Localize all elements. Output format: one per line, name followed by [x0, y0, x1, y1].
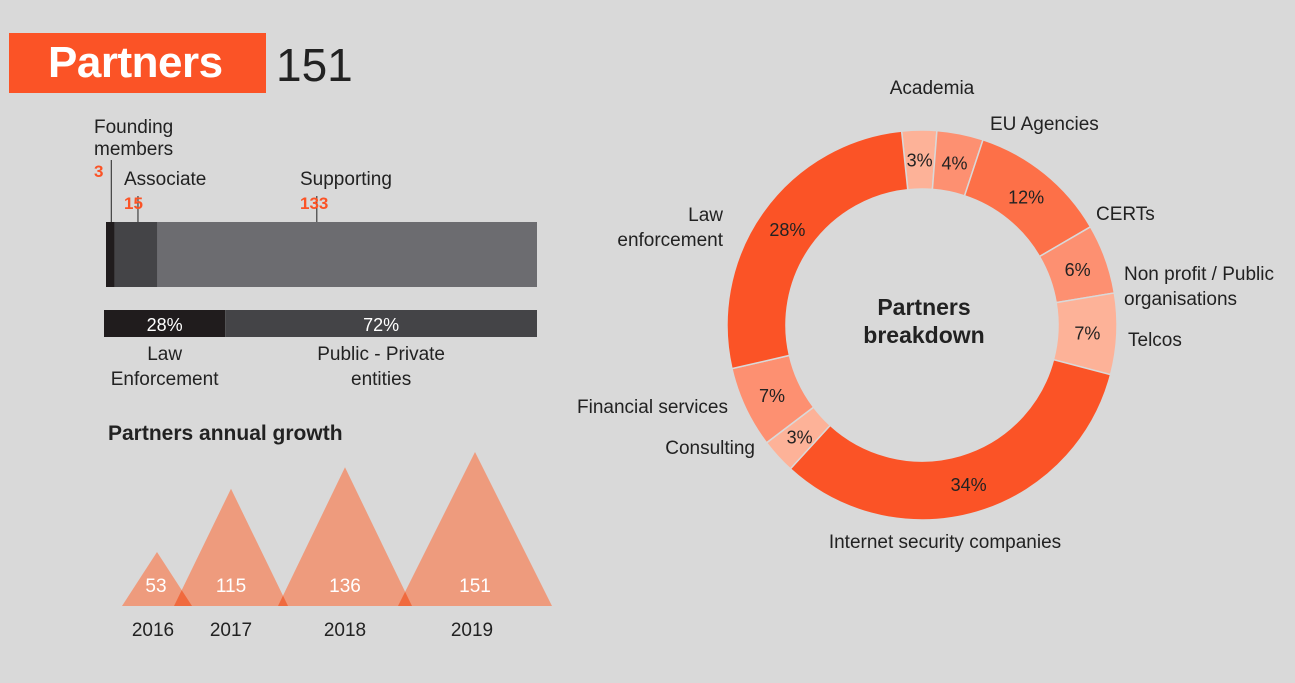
growth-triangle-2019	[398, 452, 552, 606]
growth-year-label: 2017	[210, 620, 252, 641]
donut-category-label: Telcos	[1128, 330, 1182, 351]
donut-value-label: 3%	[787, 427, 813, 447]
donut-value-label: 28%	[769, 220, 805, 240]
page-title: Partners	[48, 38, 223, 87]
title-banner	[9, 33, 266, 93]
donut-category-label: Financial services	[577, 397, 728, 418]
membership-value: 133	[300, 194, 328, 213]
donut-category-label: EU Agencies	[990, 114, 1099, 135]
donut-value-label: 7%	[759, 386, 785, 406]
donut-slice-6	[789, 358, 1112, 521]
growth-chart-title: Partners annual growth	[108, 422, 343, 445]
growth-overlap	[398, 591, 412, 606]
partners-total: 151	[276, 39, 353, 91]
membership-label: Supporting	[300, 169, 392, 190]
sector-category-label: Public - Private entities	[317, 344, 445, 390]
growth-chart: Partners annual growth 53 2016 115 2017 136 20…	[108, 422, 552, 641]
growth-value-label: 115	[216, 576, 246, 597]
growth-year-label: 2018	[324, 620, 366, 641]
membership-bar-2	[114, 222, 158, 287]
growth-value-label: 136	[329, 576, 361, 597]
membership-label: Associate	[124, 169, 206, 190]
donut-category-label: CERTs	[1096, 204, 1155, 225]
growth-overlap	[174, 590, 192, 606]
growth-triangle-2018	[278, 467, 412, 606]
growth-year-label: 2016	[132, 620, 174, 641]
growth-value-label: 151	[459, 576, 491, 597]
growth-year-label: 2019	[451, 620, 493, 641]
growth-value-label: 53	[145, 576, 166, 597]
sector-value-label: 28%	[147, 315, 183, 335]
membership-value: 3	[94, 162, 103, 181]
donut-category-label: Consulting	[665, 438, 755, 459]
donut-value-label: 34%	[951, 475, 987, 495]
membership-bar-3	[157, 222, 537, 287]
donut-category-label: Non profit / Public organisations	[1124, 264, 1274, 310]
donut-value-label: 6%	[1065, 260, 1091, 280]
donut-value-label: 7%	[1074, 324, 1100, 344]
growth-triangle-2017	[174, 488, 288, 606]
donut-value-label: 4%	[941, 154, 967, 174]
sector-bar-chart: 28% Law Enforcement 72% Public - Private enti…	[104, 310, 538, 390]
donut-value-label: 3%	[907, 151, 933, 171]
membership-value: 15	[124, 194, 143, 213]
donut-value-label: 12%	[1008, 187, 1044, 207]
growth-triangle-2016	[122, 551, 192, 606]
sector-category-label: Law Enforcement	[111, 344, 219, 390]
donut-category-label: Internet security companies	[829, 532, 1061, 553]
donut-center-title: Partners breakdown	[863, 294, 984, 348]
donut-slice-9	[726, 130, 909, 370]
growth-overlap	[278, 595, 288, 606]
membership-label: Founding members	[94, 117, 173, 160]
donut-category-label: Academia	[890, 78, 975, 99]
donut-chart: 3% Academia 4% EU Agencies 12% CERTs 6% Non pro…	[577, 78, 1274, 553]
membership-bar-1	[106, 222, 115, 287]
sector-bar-1	[104, 310, 226, 337]
sector-value-label: 72%	[363, 315, 399, 335]
membership-bar-chart: Founding members 3 Associate 15 Supporting 133	[94, 117, 537, 287]
sector-bar-2	[225, 310, 538, 337]
donut-category-label: Law enforcement	[617, 205, 723, 251]
